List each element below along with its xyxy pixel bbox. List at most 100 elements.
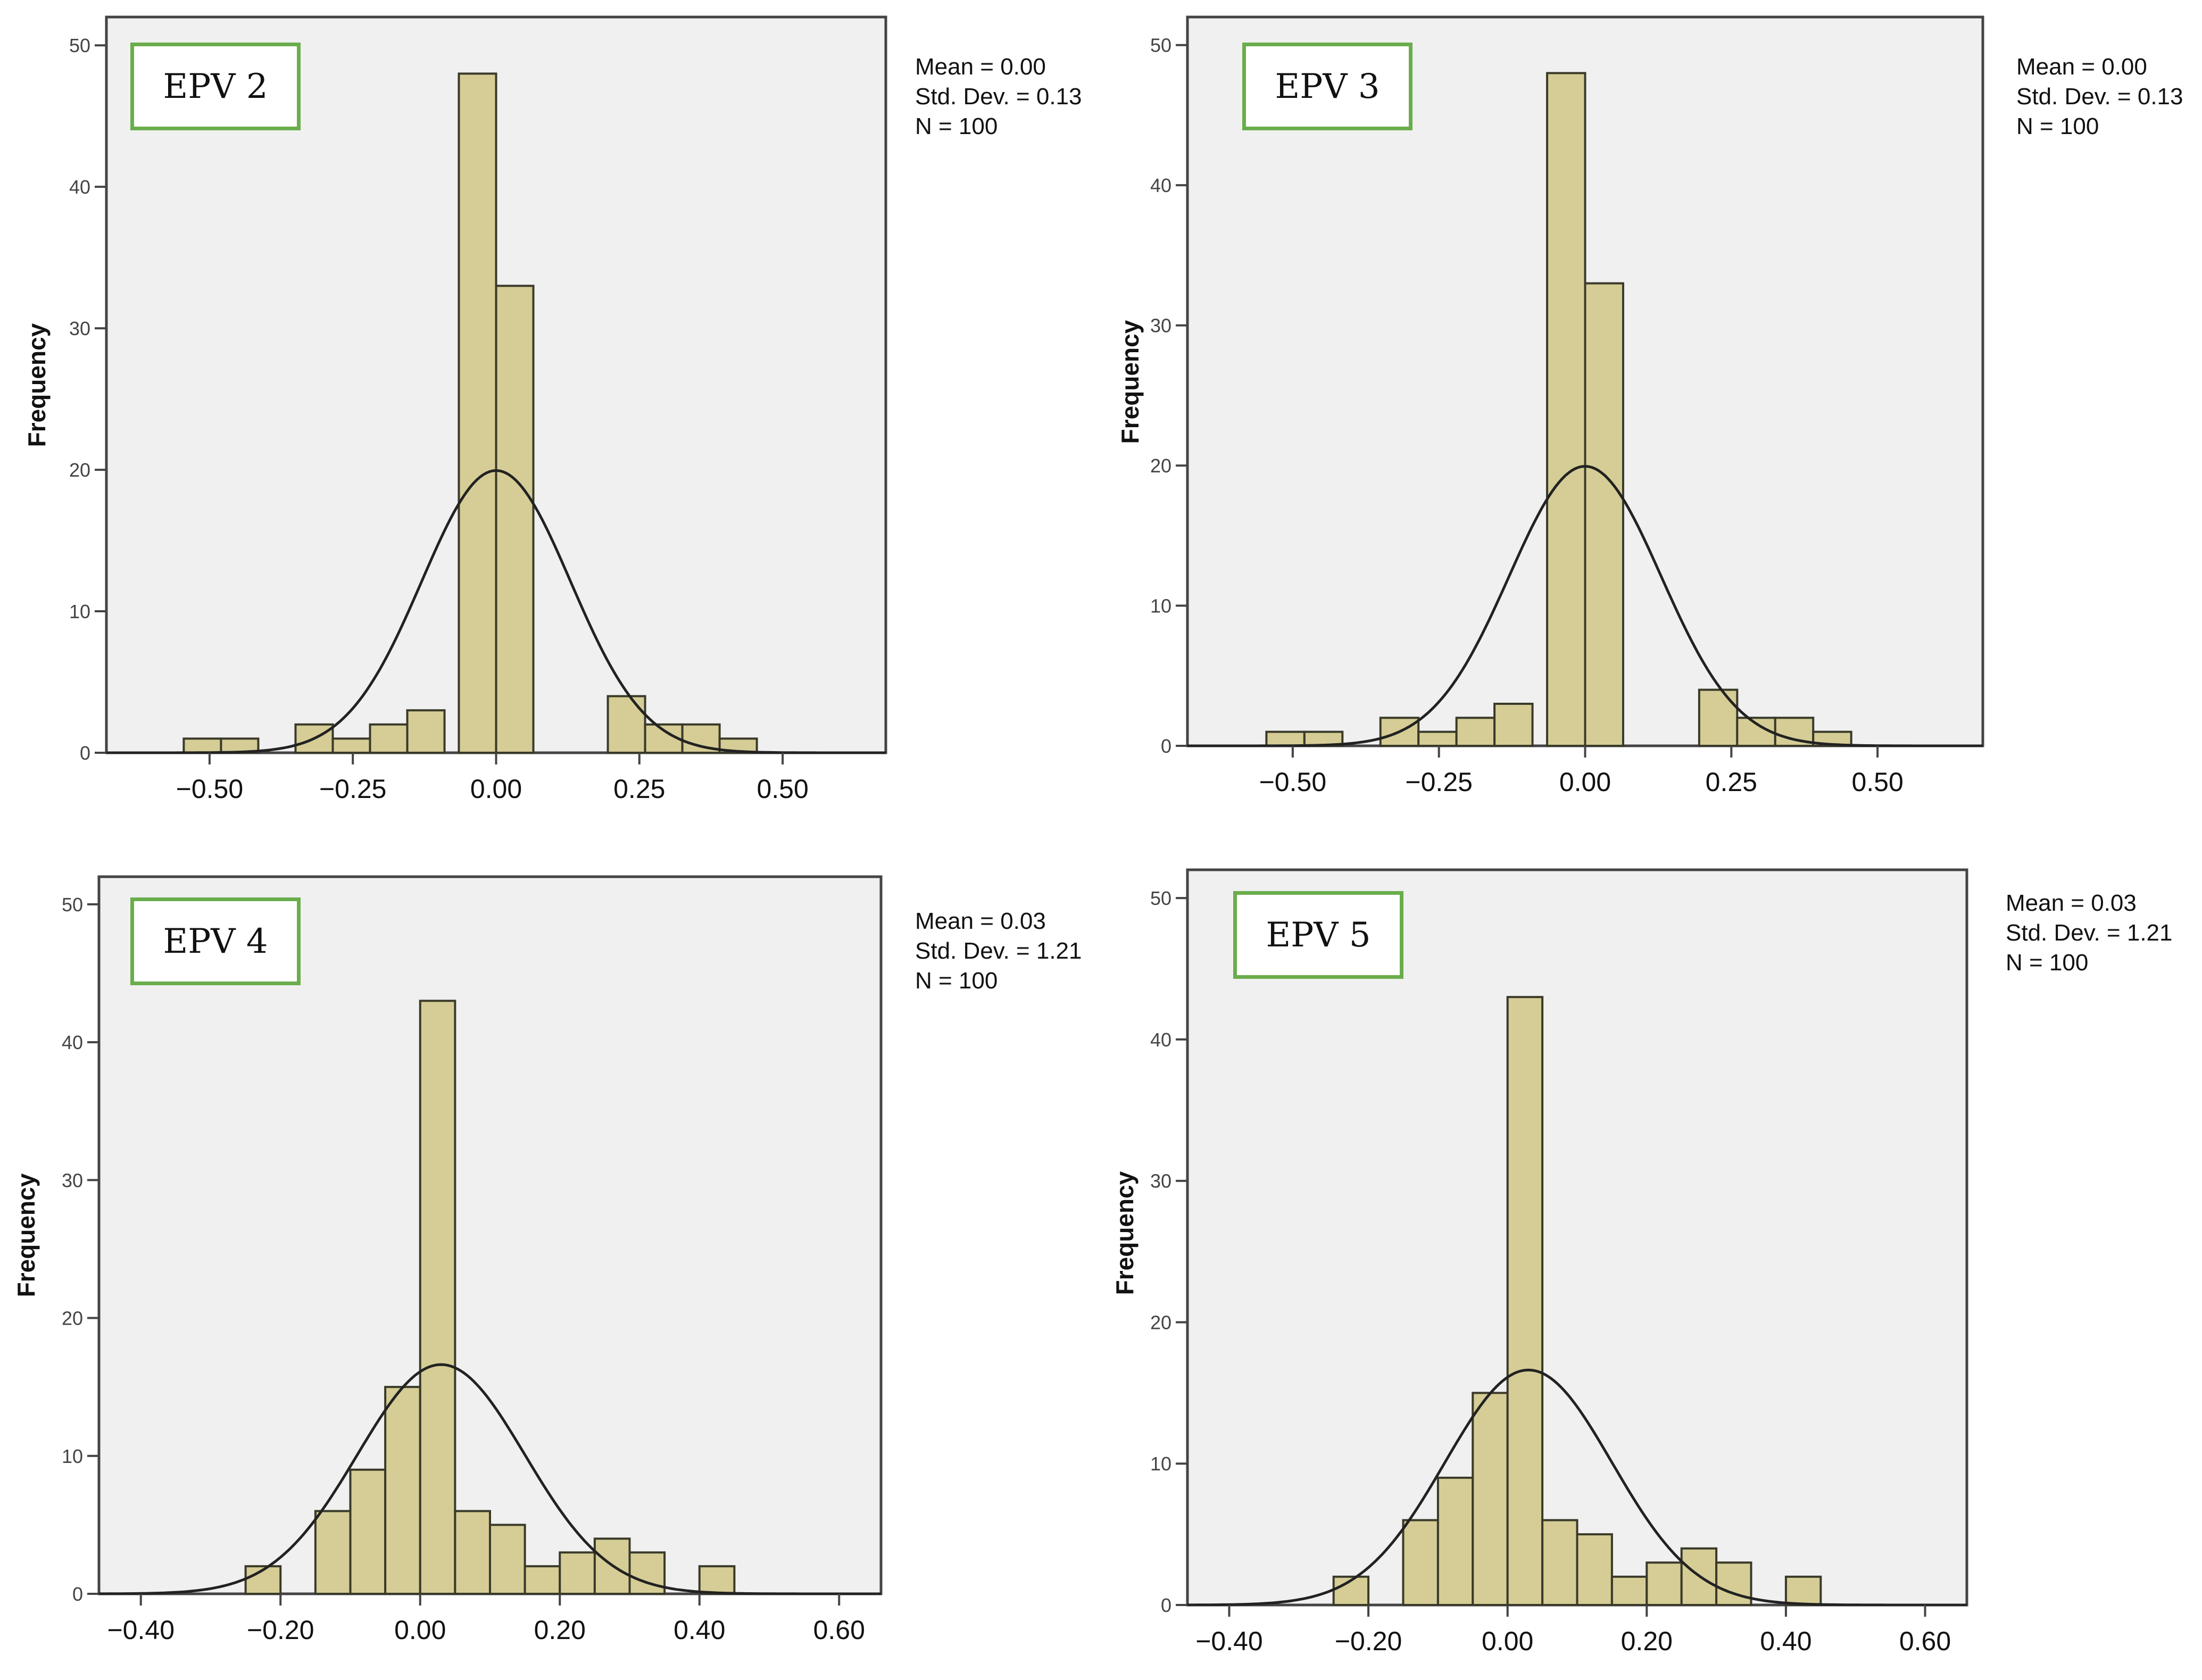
panel-label-epv5: EPV 5: [1233, 891, 1403, 979]
x-tick-label: −0.25: [1405, 767, 1473, 797]
histogram-bar: [628, 1551, 666, 1595]
y-tick-label: 0: [1161, 735, 1171, 757]
stats-mean: Mean = 0.03: [915, 908, 1046, 934]
stats-box-epv4: Mean = 0.03 Std. Dev. = 1.21 N = 100: [915, 906, 1082, 996]
histogram-bar: [1576, 1533, 1613, 1607]
x-tick-label: 0.25: [1706, 767, 1757, 797]
x-tick-label: 0.50: [757, 774, 808, 804]
histogram-bar: [349, 1468, 387, 1595]
histogram-bar: [1506, 996, 1544, 1606]
normal-curve: [106, 469, 886, 754]
y-tick-label: 0: [1161, 1594, 1171, 1616]
y-tick-label: 40: [1150, 1029, 1171, 1051]
x-tick-label: 0.40: [1760, 1626, 1812, 1656]
stats-box-epv5: Mean = 0.03 Std. Dev. = 1.21 N = 100: [2006, 888, 2172, 978]
x-tick-label: −0.40: [1195, 1626, 1263, 1656]
histogram-bar: [1541, 1519, 1578, 1607]
y-tick-label: 20: [62, 1308, 83, 1329]
panel-label-epv4: EPV 4: [130, 897, 301, 985]
stats-box-epv2: Mean = 0.00 Std. Dev. = 0.13 N = 100: [915, 52, 1082, 142]
stats-n: N = 100: [2006, 950, 2089, 976]
x-tick-label: 0.25: [613, 774, 665, 804]
stats-std: Std. Dev. = 1.21: [2006, 920, 2173, 946]
panel-label-epv3: EPV 3: [1242, 43, 1412, 130]
normal-curve: [99, 1363, 881, 1595]
y-tick-label: 40: [62, 1032, 83, 1053]
histogram-bar: [1584, 282, 1624, 747]
y-tick-label: 40: [1150, 174, 1171, 196]
y-tick-label: 50: [1150, 887, 1171, 909]
histogram-bar: [1436, 1476, 1474, 1606]
x-tick-label: 0.00: [1559, 767, 1611, 797]
plot-area: [1186, 868, 1968, 1607]
y-tick-label: 10: [1150, 1453, 1171, 1475]
stats-n: N = 100: [2016, 113, 2099, 139]
histogram-bar: [606, 695, 646, 754]
histogram-bar: [1402, 1519, 1439, 1607]
y-tick-label: 0: [80, 742, 90, 764]
stats-mean: Mean = 0.00: [2016, 54, 2147, 80]
stats-std: Std. Dev. = 0.13: [915, 84, 1082, 110]
histogram-bar: [419, 1000, 456, 1595]
x-tick-label: 0.00: [1482, 1626, 1533, 1656]
x-tick-label: −0.25: [319, 774, 387, 804]
histogram-bar: [1265, 730, 1306, 747]
y-tick-label: 30: [1150, 1170, 1171, 1192]
histogram-bar: [1784, 1575, 1822, 1607]
stats-std: Std. Dev. = 0.13: [2016, 84, 2183, 110]
histogram-bar: [1715, 1561, 1752, 1607]
stats-n: N = 100: [915, 113, 998, 139]
histogram-bar: [1698, 688, 1739, 747]
x-tick-label: 0.20: [1621, 1626, 1673, 1656]
y-axis-label: Frequency: [23, 323, 51, 447]
y-tick-label: 20: [1150, 455, 1171, 477]
histogram-bar: [495, 285, 535, 754]
histogram-bar: [458, 72, 497, 754]
x-tick-label: 0.60: [1899, 1626, 1951, 1656]
histogram-bar: [1493, 702, 1534, 747]
stats-std: Std. Dev. = 1.21: [915, 938, 1082, 964]
y-tick-label: 30: [62, 1169, 83, 1191]
histogram-bar: [1646, 1561, 1683, 1607]
histogram-bar: [1610, 1575, 1648, 1607]
y-tick-label: 50: [1150, 35, 1171, 56]
y-tick-label: 0: [72, 1583, 83, 1605]
histogram-bar: [314, 1510, 352, 1595]
normal-curve: [1187, 464, 1983, 747]
y-axis-label: Frequency: [12, 1173, 40, 1297]
histogram-bar: [1472, 1392, 1509, 1607]
x-tick-label: −0.20: [1335, 1626, 1402, 1656]
stats-n: N = 100: [915, 968, 998, 994]
stats-mean: Mean = 0.03: [2006, 890, 2137, 916]
y-tick-label: 50: [62, 894, 83, 916]
y-tick-label: 30: [69, 318, 90, 339]
y-tick-label: 40: [69, 176, 90, 198]
histogram-bar: [331, 737, 371, 754]
stats-mean: Mean = 0.00: [915, 54, 1046, 80]
x-tick-label: −0.40: [107, 1615, 175, 1645]
panel-label-epv2: EPV 2: [130, 43, 301, 130]
y-axis-label: Frequency: [1116, 320, 1144, 444]
y-tick-label: 20: [69, 459, 90, 481]
y-tick-label: 30: [1150, 315, 1171, 337]
x-tick-label: 0.60: [813, 1615, 865, 1645]
histogram-bar: [559, 1551, 596, 1595]
y-tick-label: 20: [1150, 1311, 1171, 1333]
stats-box-epv3: Mean = 0.00 Std. Dev. = 0.13 N = 100: [2016, 52, 2183, 142]
histogram-bar: [698, 1565, 736, 1595]
y-tick-label: 50: [69, 35, 90, 56]
y-tick-label: 10: [62, 1445, 83, 1467]
histogram-bar: [1455, 717, 1496, 747]
histogram-bar: [406, 709, 446, 754]
x-tick-label: −0.50: [176, 774, 244, 804]
x-tick-label: 0.00: [394, 1615, 446, 1645]
x-tick-label: 0.50: [1851, 767, 1903, 797]
x-tick-label: 0.00: [470, 774, 522, 804]
x-tick-label: 0.40: [674, 1615, 725, 1645]
x-tick-label: −0.20: [247, 1615, 314, 1645]
y-tick-label: 10: [69, 601, 90, 622]
